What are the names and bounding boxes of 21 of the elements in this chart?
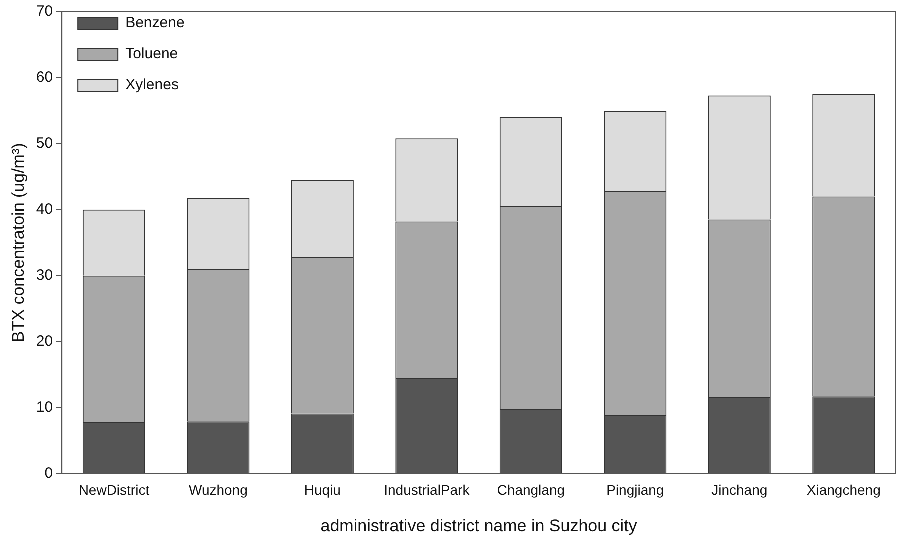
legend-label: Xylenes: [126, 76, 179, 94]
y-tick-label: 60: [36, 69, 54, 86]
x-tick-label: Jinchang: [712, 482, 768, 498]
legend-label: Toluene: [126, 46, 178, 63]
x-tick-label: Wuzhong: [188, 482, 248, 498]
x-tick-label: IndustrialPark: [384, 482, 471, 498]
x-tick-label: NewDistrict: [78, 482, 150, 498]
y-tick-label: 20: [36, 333, 54, 350]
y-tick-label: 30: [36, 267, 54, 284]
y-axis-title: BTX concentratoin (ug/m³): [8, 143, 28, 343]
y-tick-label: 70: [36, 3, 54, 20]
x-tick-label: Pingjiang: [606, 482, 664, 498]
legend-label: Benzene: [126, 14, 185, 32]
y-tick-label: 0: [44, 464, 54, 482]
y-tick-label: 50: [36, 135, 54, 152]
y-tick-label: 10: [36, 398, 54, 416]
x-axis-title: administrative district name in Suzhou city: [320, 516, 638, 536]
x-tick-label: Huqiu: [304, 482, 341, 498]
y-tick-label: 40: [36, 201, 54, 218]
x-tick-label: Changlang: [497, 482, 566, 498]
x-tick-label: Xiangcheng: [806, 482, 881, 498]
